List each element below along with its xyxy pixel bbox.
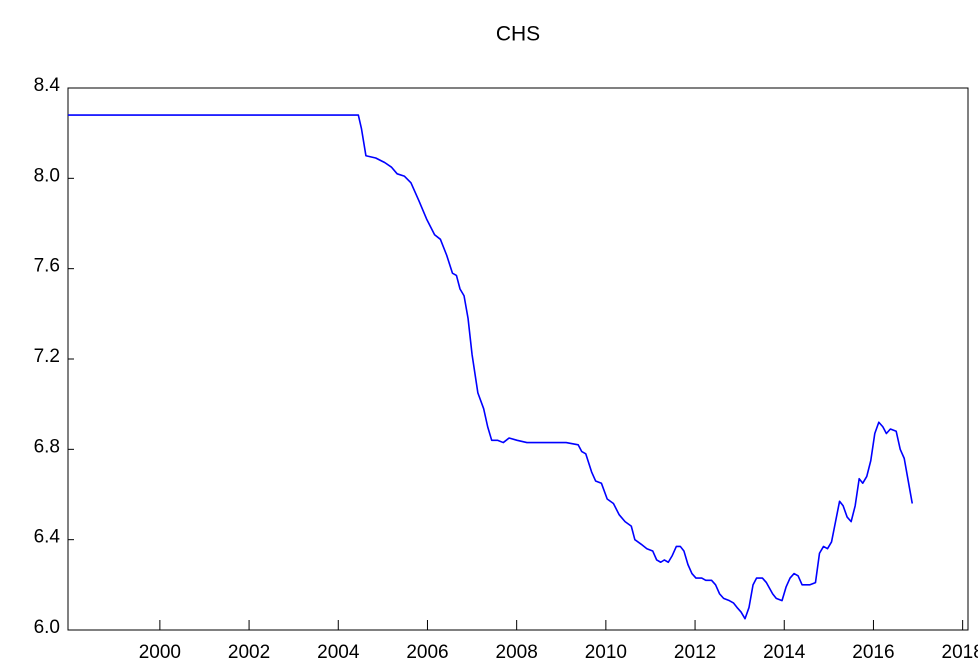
y-tick-label: 6.4 [34,527,61,548]
y-tick-label: 8.4 [34,75,61,96]
data-line [68,114,914,620]
y-tick-label: 7.2 [34,346,60,367]
x-tick-label: 2010 [585,642,627,663]
x-tick-label: 2006 [406,642,448,663]
y-tick-label: 6.0 [34,617,60,638]
y-tick-label: 7.6 [34,256,60,277]
chart-title: CHS [496,23,540,46]
y-tick-label: 6.8 [34,436,60,457]
x-tick-label: 2018 [942,642,978,663]
plot-frame [67,87,969,631]
x-tick-label: 2008 [496,642,538,663]
y-tick-label: 8.0 [34,165,60,186]
x-tick-label: 2012 [674,642,716,663]
x-tick-label: 2016 [852,642,894,663]
x-tick-label: 2000 [139,642,181,663]
x-tick-label: 2004 [317,642,360,663]
x-tick-label: 2002 [228,642,270,663]
x-tick-label: 2014 [763,642,806,663]
